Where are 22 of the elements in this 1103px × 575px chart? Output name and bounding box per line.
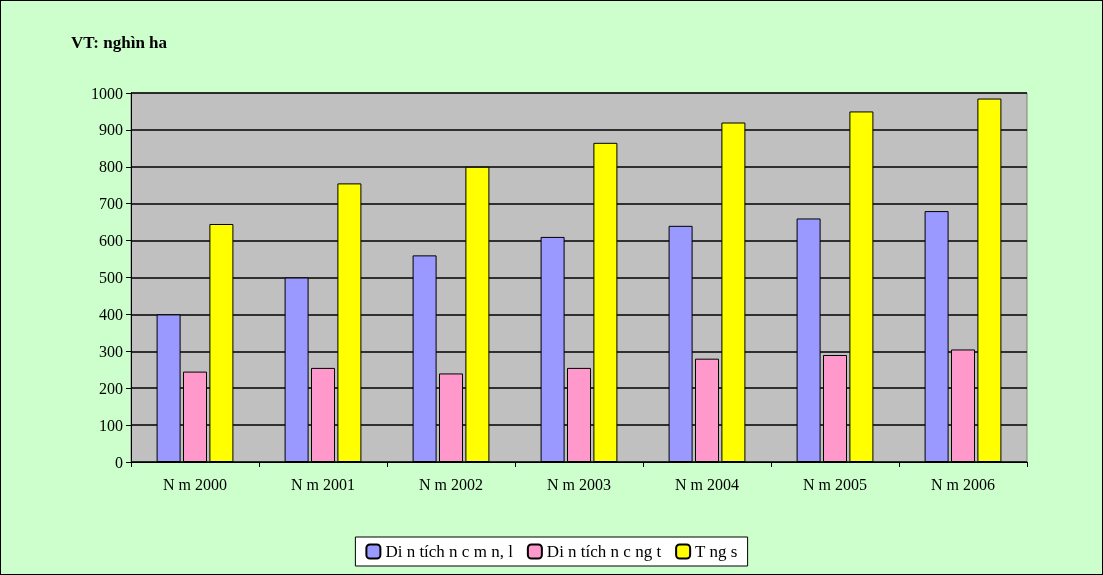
- y-tick-label: 600: [99, 232, 123, 250]
- legend-label: Di n tích n c m n, l: [385, 542, 514, 561]
- x-tick-label: N m 2002: [419, 475, 483, 493]
- y-tick-label: 800: [99, 158, 123, 176]
- y-tick-label: 500: [99, 269, 123, 286]
- x-tick-label: N m 2001: [291, 475, 355, 493]
- x-tick-label: N m 2006: [931, 475, 995, 493]
- y-tick-label: 700: [99, 195, 123, 213]
- legend-label: T ng s: [695, 542, 738, 561]
- y-tick-label: 1000: [91, 84, 123, 102]
- y-tick-label: 100: [99, 416, 123, 434]
- y-tick-label: 900: [99, 121, 123, 139]
- y-tick-label: 400: [99, 305, 123, 323]
- x-tick-label: N m 2005: [803, 475, 867, 493]
- y-tick-label: 200: [99, 379, 123, 397]
- x-tick-label: N m 2000: [163, 475, 227, 493]
- chart-title: VT: nghìn ha: [71, 33, 168, 52]
- legend-label: Di n tích n c ng t: [546, 542, 662, 561]
- y-tick-label: 300: [99, 342, 123, 360]
- y-tick-label: 0: [115, 453, 123, 471]
- x-tick-label: N m 2003: [547, 475, 611, 493]
- x-tick-label: N m 2004: [675, 475, 739, 493]
